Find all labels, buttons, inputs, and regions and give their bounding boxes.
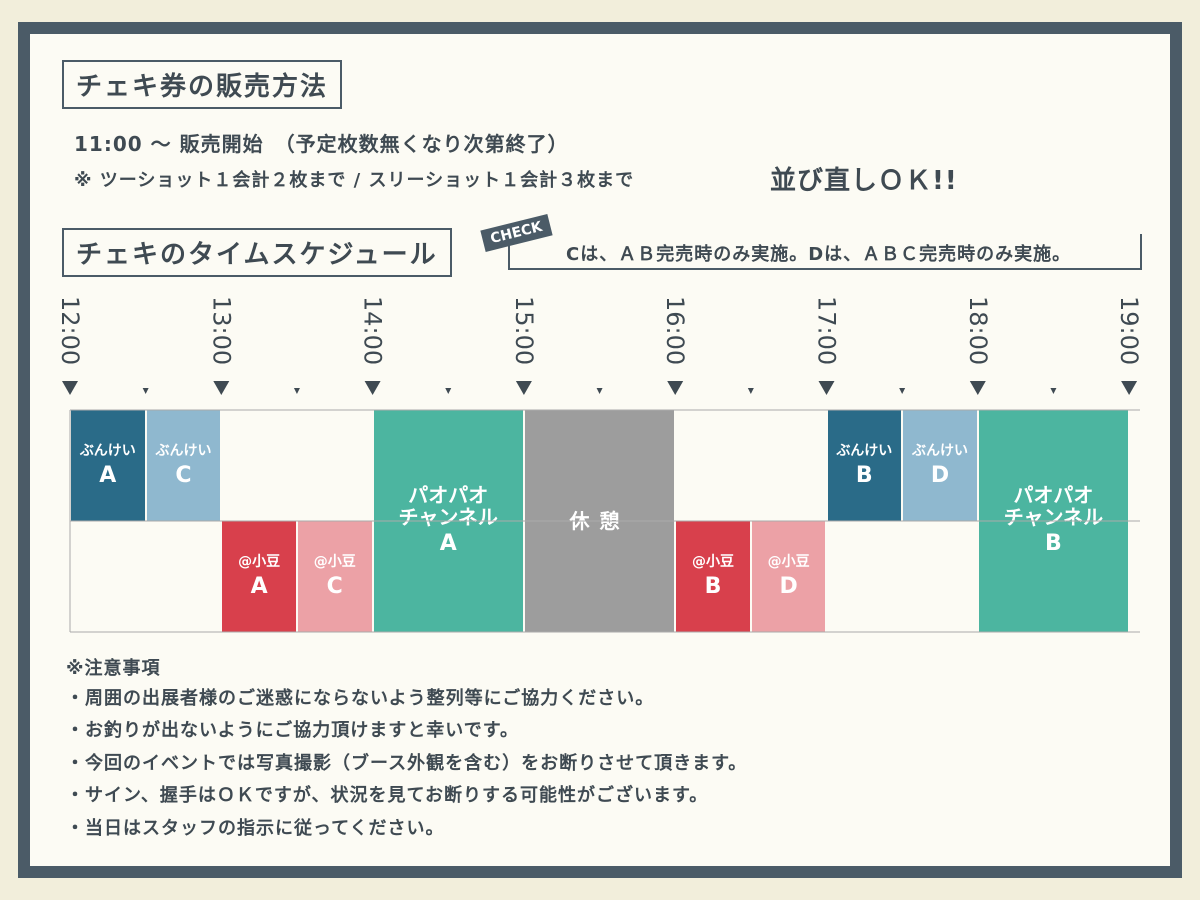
note-item: ・サイン、握手はＯＫですが、状況を見てお断りする可能性がございます。 — [66, 785, 709, 807]
block-name: パオパオ — [1013, 483, 1094, 507]
sales-title: チェキ券の販売方法 — [62, 60, 343, 109]
notes-title: ※注意事項 — [66, 658, 161, 679]
block-name: チャンネル — [398, 505, 498, 529]
marker — [293, 388, 300, 394]
marker — [596, 388, 603, 394]
time-label: 13:00 — [207, 296, 236, 366]
block-name: ぶんけい — [911, 442, 968, 459]
time-label: 17:00 — [812, 296, 841, 366]
note-item: ・今回のイベントでは写真撮影（ブース外観を含む）をお断りさせて頂きます。 — [66, 752, 748, 774]
block-letter: A — [250, 573, 268, 599]
block-name: @小豆 — [767, 553, 810, 570]
marker — [445, 388, 452, 394]
schedule-block: ぶんけい B — [827, 410, 902, 521]
schedule-block: ぶんけい A — [71, 410, 145, 521]
schedule-block: ぶんけい D — [903, 410, 977, 521]
time-label: 18:00 — [963, 296, 992, 366]
block-letter: B — [1045, 531, 1062, 556]
marker — [515, 381, 532, 395]
marker — [142, 388, 149, 394]
note-item: ・お釣りが出ないようにご協力頂けますと幸いです。 — [66, 720, 519, 742]
block-name: チャンネル — [1003, 505, 1104, 529]
time-label: 12:00 — [56, 296, 84, 366]
marker — [899, 388, 906, 394]
block-name: ぶんけい — [79, 442, 136, 459]
check-box — [508, 234, 1142, 270]
block-letter: D — [930, 462, 950, 488]
schedule-block: @小豆 A — [222, 521, 296, 632]
marker — [747, 388, 754, 394]
block-letter: A — [439, 531, 457, 556]
block-name: ぶんけい — [836, 442, 893, 459]
time-label: 14:00 — [358, 296, 387, 366]
marker — [1050, 388, 1057, 394]
marker — [364, 381, 381, 395]
marker — [969, 381, 986, 395]
marker — [818, 381, 835, 395]
block-name: パオパオ — [408, 483, 489, 507]
sales-line: 11:00 〜 販売開始 （予定枚数無くなり次第終了） — [74, 132, 569, 156]
note-item: ・当日はスタッフの指示に従ってください。 — [66, 817, 445, 839]
block-letter: C — [326, 573, 343, 599]
block-name: ぶんけい — [155, 442, 212, 459]
check-note: Cは、ＡＢ完売時のみ実施。Dは、ＡＢＣ完売時のみ実施。 — [566, 244, 1072, 265]
time-label: 16:00 — [661, 296, 690, 366]
block-letter: A — [99, 462, 117, 488]
block-letter: C — [175, 462, 192, 488]
marker — [213, 381, 230, 395]
schedule-block: @小豆 D — [751, 521, 826, 632]
sales-emphasis: 並び直しＯＫ!! — [770, 166, 958, 196]
sales-line: ※ ツーショット１会計２枚まで / スリーショット１会計３枚まで — [74, 170, 635, 191]
time-label: 19:00 — [1115, 296, 1144, 366]
block-name: @小豆 — [313, 553, 356, 570]
time-label: 15:00 — [509, 296, 538, 366]
schedule-title: チェキのタイムスケジュール — [62, 228, 452, 277]
block-letter: B — [855, 462, 873, 488]
schedule-block: @小豆 B — [676, 521, 750, 632]
block-name: @小豆 — [238, 553, 281, 570]
block-letter: D — [779, 573, 798, 599]
block-name: @小豆 — [692, 553, 734, 570]
marker — [62, 381, 78, 395]
schedule-block: ぶんけい C — [146, 410, 221, 521]
marker — [667, 381, 684, 395]
block-letter: B — [704, 573, 722, 599]
note-item: ・周囲の出展者様のご迷惑にならないよう整列等にご協力ください。 — [66, 688, 655, 709]
schedule-block: @小豆 C — [297, 521, 372, 632]
marker — [1121, 381, 1138, 395]
